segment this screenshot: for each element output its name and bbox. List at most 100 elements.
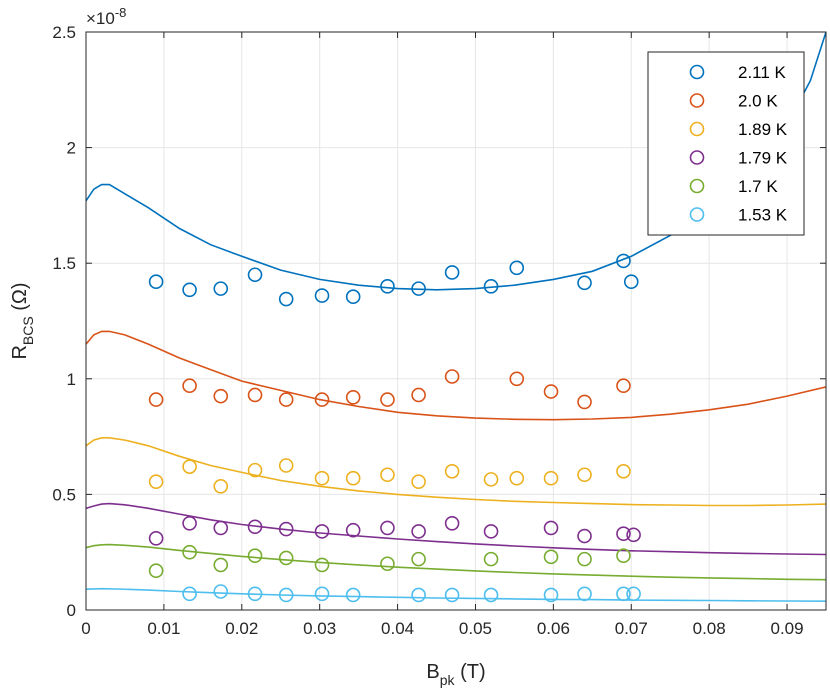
y-tick-label: 1.5	[52, 254, 76, 273]
data-point	[616, 586, 631, 602]
data-point	[314, 524, 330, 539]
data-point	[616, 253, 631, 269]
data-point	[411, 281, 426, 296]
legend-box	[647, 51, 805, 236]
legend-marker	[689, 121, 705, 137]
data-point	[483, 472, 499, 487]
data-point	[616, 548, 631, 563]
data-point	[148, 531, 164, 546]
data-point	[148, 474, 164, 489]
data-point	[182, 544, 197, 560]
data-point	[616, 463, 631, 479]
plot-frame	[85, 31, 827, 611]
data-point	[278, 458, 294, 473]
data-point	[278, 521, 294, 537]
data-point	[278, 550, 294, 566]
data-point	[483, 524, 499, 539]
legend-label: 2.0 K	[738, 92, 778, 111]
data-point	[577, 586, 592, 602]
x-tick-label: 0.07	[615, 619, 648, 638]
data-point	[247, 519, 263, 535]
data-point	[314, 470, 330, 486]
x-tick-label: 0.09	[771, 619, 804, 638]
data-point	[182, 282, 197, 298]
data-point	[444, 369, 460, 384]
data-point	[314, 557, 330, 573]
x-tick-label: 0.06	[537, 619, 570, 638]
x-tick-label: 0.05	[459, 619, 492, 638]
data-point	[577, 275, 592, 291]
data-point	[444, 515, 460, 531]
legend-label: 2.11 K	[738, 63, 787, 82]
data-point	[213, 584, 229, 599]
data-point	[509, 371, 525, 387]
legend-label: 1.79 K	[738, 149, 788, 168]
data-point	[483, 587, 499, 603]
data-point	[345, 389, 361, 405]
legend-marker	[689, 150, 705, 165]
data-point	[314, 392, 330, 407]
data-point	[148, 274, 164, 289]
x-tick-label: 0.01	[147, 619, 180, 638]
data-point	[543, 470, 559, 486]
legend: 2.11 K 2.0 K 1.89 K 1.79 K 1.7 K 1.53 K	[647, 51, 805, 236]
data-point	[345, 289, 361, 305]
legend-marker	[689, 93, 705, 108]
legend-marker	[689, 64, 705, 80]
fit-curve	[86, 437, 826, 507]
data-point	[411, 551, 426, 567]
data-point	[411, 474, 426, 489]
data-point	[483, 551, 499, 567]
data-point	[247, 548, 263, 563]
data-point	[380, 467, 395, 483]
data-point	[182, 459, 197, 474]
x-axis-label: Bpk (T)	[426, 661, 485, 688]
fit-curve	[86, 587, 826, 602]
data-points	[148, 253, 641, 603]
data-point	[278, 291, 294, 307]
data-point	[213, 557, 229, 573]
data-point	[616, 526, 631, 542]
fit-curve	[86, 502, 826, 556]
y-axis-label: RBCS (Ω)	[9, 282, 36, 359]
data-point	[543, 520, 559, 536]
data-point	[213, 520, 229, 536]
data-point	[314, 288, 330, 303]
legend-marker	[689, 178, 705, 194]
data-point	[577, 551, 592, 567]
x-tick-label: 0.03	[303, 619, 336, 638]
data-point	[543, 549, 559, 565]
y-exponent-label: ×10-8	[86, 5, 126, 28]
tick-labels: 0 0.01 0.02 0.03 0.04 0.05 0.06 0.07 0.08 0.09 0 0.…	[52, 23, 803, 638]
data-point	[278, 392, 294, 407]
data-point	[543, 384, 559, 399]
data-point	[380, 556, 395, 572]
x-tick-label: 0.08	[693, 619, 726, 638]
y-tick-label: 2.5	[52, 23, 76, 42]
data-point	[509, 470, 525, 486]
data-point	[626, 527, 641, 543]
axes	[85, 31, 827, 611]
fit-curve	[86, 543, 826, 581]
data-point	[543, 587, 559, 603]
data-point	[213, 479, 229, 494]
y-tick-label: 0	[67, 601, 76, 620]
data-point	[444, 587, 460, 603]
data-point	[483, 279, 499, 294]
data-point	[616, 378, 631, 394]
data-point	[626, 586, 641, 602]
data-point	[182, 378, 197, 394]
data-point	[380, 520, 395, 536]
legend-marker	[689, 207, 705, 222]
data-point	[148, 563, 164, 578]
data-point	[314, 586, 330, 602]
data-point	[182, 515, 197, 531]
data-point	[577, 394, 592, 410]
legend-label: 1.89 K	[738, 120, 788, 139]
data-point	[278, 587, 294, 603]
data-point	[345, 470, 361, 486]
data-point	[444, 463, 460, 479]
y-tick-label: 0.5	[52, 485, 76, 504]
data-point	[247, 267, 263, 283]
